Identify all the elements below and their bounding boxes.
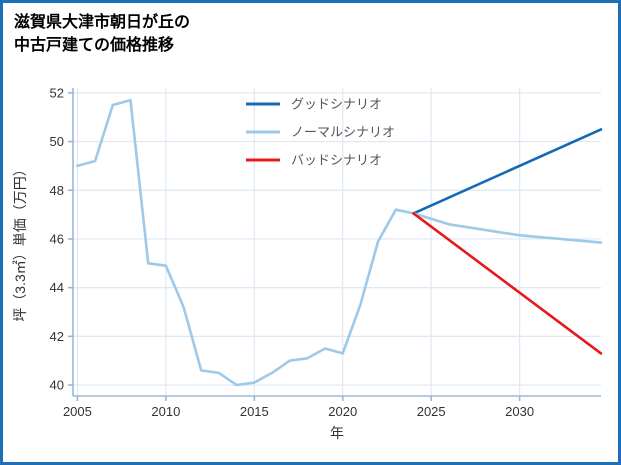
legend-label-bad: バッドシナリオ [291, 153, 382, 168]
x-tick-label: 2030 [505, 404, 534, 419]
price-trend-line-chart: 40 42 44 46 48 50 52 2005 2010 2015 2020 2025 2030 年 坪… [12, 85, 603, 441]
chart-title: 滋賀県大津市朝日が丘の 中古戸建ての価格推移 [14, 11, 190, 57]
x-tick-label: 2005 [63, 404, 92, 419]
y-tick-label: 42 [50, 329, 64, 344]
y-tick-label: 44 [50, 280, 64, 295]
x-tick-label: 2010 [151, 404, 180, 419]
x-tick-label: 2015 [240, 404, 269, 419]
y-tick-label: 46 [50, 231, 64, 246]
series-good-line [412, 128, 603, 215]
y-tick-label: 52 [50, 85, 64, 100]
x-axis-label: 年 [330, 425, 344, 441]
legend-item-good: グッドシナリオ [246, 97, 382, 112]
series-history-line [76, 98, 415, 387]
y-axis-label: 坪（3.3㎡）単価（万円） [12, 162, 28, 321]
legend-label-good: グッドシナリオ [291, 97, 382, 112]
legend-item-normal: ノーマルシナリオ [246, 125, 395, 140]
chart-title-line2: 中古戸建ての価格推移 [14, 37, 175, 54]
legend-label-normal: ノーマルシナリオ [291, 125, 395, 140]
x-tick-label: 2020 [328, 404, 357, 419]
y-tick-label: 50 [50, 134, 64, 149]
series-bad-line [412, 212, 603, 355]
y-tick-label: 40 [50, 378, 64, 393]
x-tick-label: 2025 [417, 404, 446, 419]
series-normal-line [412, 212, 603, 244]
y-tick-label: 48 [50, 183, 64, 198]
legend-item-bad: バッドシナリオ [246, 153, 382, 168]
chart-title-line1: 滋賀県大津市朝日が丘の [14, 14, 191, 31]
